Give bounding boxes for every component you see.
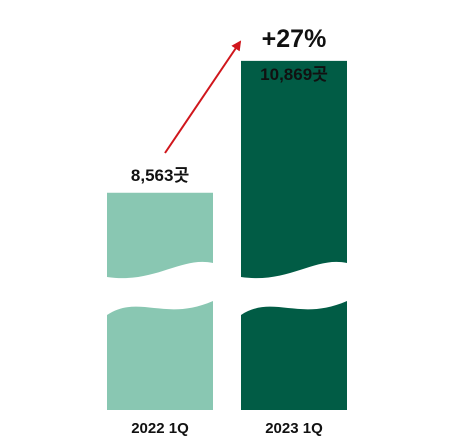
value-label-2022-1q: 8,563곳 [131, 166, 190, 185]
x-tick-label-2022-1q: 2022 1Q [131, 420, 189, 437]
growth-percent-label: +27% [262, 25, 327, 53]
value-label-2023-1q: 10,869곳 [260, 65, 328, 84]
bar-2022-1q-upper [107, 192, 213, 279]
x-tick-label-2023-1q: 2023 1Q [265, 420, 323, 437]
growth-arrow-icon [164, 40, 242, 154]
bar-2022-1q-lower [107, 301, 213, 410]
bar-2023-1q-lower [241, 301, 347, 410]
bar-2023-1q-upper [241, 60, 347, 279]
